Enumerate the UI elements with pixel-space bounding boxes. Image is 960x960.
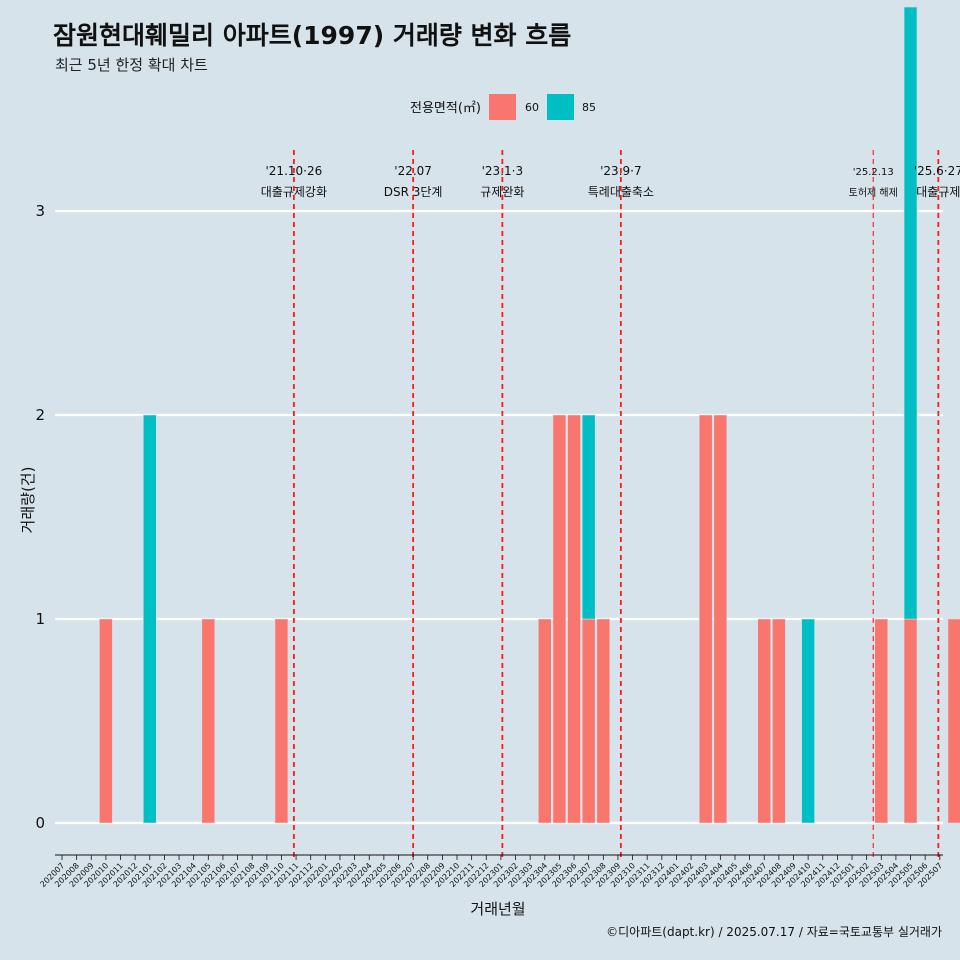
event-date-6: '25.6·27 [914, 164, 960, 178]
legend-swatch-85 [547, 94, 574, 120]
bars [99, 6, 960, 824]
event-annotations: '21.10·26 대출규제강화 '22.07 DSR 3단계 '23.1·3 규제완화 '… [261, 150, 960, 858]
event-label-1: 대출규제강화 [261, 185, 327, 199]
event-date-5: '25.2.13 [853, 167, 894, 178]
event-date-2: '22.07 [394, 164, 432, 178]
event-date-1: '21.10·26 [266, 164, 323, 178]
y-axis-title: 거래량(건) [19, 467, 37, 534]
bar-202502-60 [874, 618, 889, 824]
event-label-5: 토허제 해제 [849, 186, 898, 199]
bar-202504-60 [903, 618, 918, 824]
chart-title: 잠원현대훼밀리 아파트(1997) 거래량 변화 흐름 [53, 21, 571, 50]
legend-label-60: 60 [525, 101, 539, 114]
bar-202307-60 [596, 618, 611, 824]
x-axis-title: 거래년월 [470, 900, 525, 918]
y-axis-ticks: 0 1 2 3 [35, 202, 45, 832]
event-date-3: '23.1·3 [482, 164, 523, 178]
event-label-2: DSR 3단계 [384, 185, 443, 199]
bar-202306-85 [581, 414, 596, 620]
caption: ©디아파트(dapt.kr) / 2025.07.17 / 자료=국토교통부 실… [606, 925, 942, 939]
x-axis: 2020072020082020092020102020112020122021… [38, 854, 944, 889]
chart-subtitle: 최근 5년 한정 확대 차트 [55, 56, 208, 74]
bar-202305-60 [567, 414, 581, 824]
y-tick-label-2: 2 [35, 406, 45, 424]
bar-202012-85 [142, 414, 157, 824]
legend-title: 전용면적(㎡) [410, 101, 481, 116]
y-tick-label-1: 1 [35, 610, 45, 628]
event-label-4: 특례대출축소 [588, 185, 654, 199]
event-label-3: 규제완화 [480, 185, 524, 199]
bar-202104-60 [201, 618, 216, 824]
bar-202409-85 [801, 618, 815, 824]
bar-202306-60 [581, 618, 596, 824]
bar-202403-60 [713, 414, 728, 824]
bar-202109-60 [274, 618, 289, 824]
event-date-4: '23.9·7 [600, 164, 641, 178]
y-tick-label-3: 3 [35, 202, 45, 220]
bar-202009-60 [99, 618, 113, 824]
y-tick-label-0: 0 [35, 814, 45, 832]
legend-label-85: 85 [582, 101, 596, 114]
bar-202406-60 [757, 618, 772, 824]
bar-202507-60 [947, 618, 960, 824]
legend-swatch-60 [489, 94, 516, 120]
bar-202504-85 [903, 6, 918, 620]
bar-202304-60 [552, 414, 567, 824]
legend: 전용면적(㎡) 60 85 [410, 94, 596, 120]
event-label-6: 대출규제 [916, 185, 960, 199]
bar-202407-60 [772, 618, 786, 824]
bar-202303-60 [537, 618, 552, 824]
bar-202402-60 [698, 414, 713, 824]
